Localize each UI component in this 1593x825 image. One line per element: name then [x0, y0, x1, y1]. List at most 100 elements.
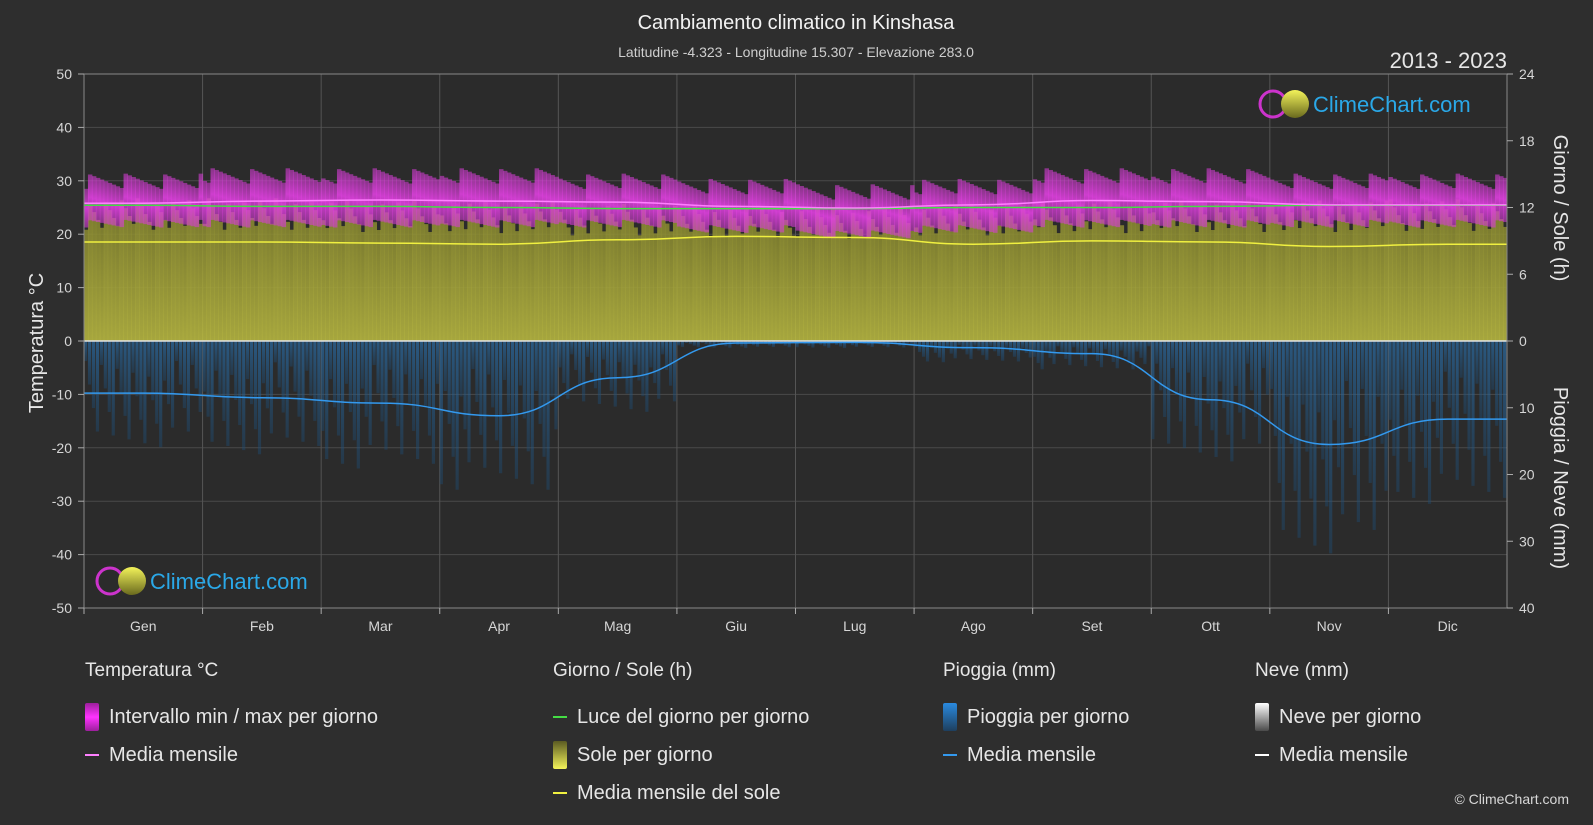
rain-day-bar: [416, 341, 420, 460]
rain-day-bar: [688, 341, 692, 345]
rain-day-bar: [728, 341, 732, 348]
temp-day-range: [194, 187, 200, 228]
sun-day-bar: [360, 231, 366, 341]
temp-day-range: [1238, 181, 1243, 227]
temp-day-range: [202, 180, 208, 227]
rain-day-bar: [676, 341, 681, 346]
rain-day-bar: [1285, 341, 1289, 397]
legend-label: Neve per giorno: [1279, 705, 1422, 728]
swatch-sun-mean: [553, 792, 567, 794]
sun-day-bar: [1297, 228, 1302, 341]
sun-day-bar: [222, 229, 227, 341]
temp-day-range: [384, 173, 389, 223]
sun-day-bar: [945, 223, 951, 341]
sun-day-bar: [459, 221, 464, 341]
rain-day-bar: [589, 341, 594, 373]
sun-day-bar: [712, 212, 717, 341]
temp-day-range: [471, 173, 476, 223]
legend-label: Pioggia per giorno: [967, 705, 1130, 728]
rain-day-bar: [1238, 341, 1242, 413]
sun-day-bar: [1159, 228, 1164, 341]
sun-day-bar: [1368, 202, 1374, 341]
temp-day-range: [925, 181, 931, 227]
rain-day-bar: [135, 341, 139, 397]
rain-day-bar: [356, 341, 360, 469]
temp-day-range: [850, 191, 856, 235]
sun-day-bar: [720, 227, 725, 341]
rain-day-bar: [159, 341, 163, 448]
sun-day-bar: [736, 225, 741, 341]
sun-day-bar: [653, 233, 658, 341]
sun-day-bar: [1261, 231, 1267, 341]
rain-day-bar: [1202, 341, 1206, 378]
sun-day-bar: [518, 205, 524, 341]
temp-day-range: [281, 182, 287, 228]
sun-day-bar: [1084, 221, 1089, 341]
rain-day-bar: [1064, 341, 1068, 359]
sun-day-bar: [546, 227, 551, 341]
rain-day-bar: [1103, 341, 1107, 350]
rain-day-bar: [918, 341, 922, 353]
sun-day-bar: [617, 229, 623, 341]
temp-day-range: [684, 184, 690, 229]
sun-day-bar: [495, 225, 500, 341]
rain-day-bar: [1427, 341, 1432, 504]
rain-day-bar: [392, 341, 396, 398]
sun-day-bar: [1238, 218, 1243, 341]
legend-label: Luce del giorno per giorno: [577, 705, 810, 728]
temp-day-range: [1182, 174, 1188, 223]
temp-day-range: [890, 192, 895, 235]
temp-day-range: [1455, 173, 1461, 220]
sun-day-bar: [84, 229, 89, 341]
sun-day-bar: [1269, 206, 1275, 341]
rain-day-bar: [246, 341, 250, 380]
rain-day-bar: [961, 341, 965, 350]
temp-day-range: [748, 179, 753, 226]
rain-day-bar: [1317, 341, 1321, 413]
rain-day-bar: [1198, 341, 1202, 453]
sun-day-bar: [471, 211, 476, 341]
sun-day-bar: [127, 216, 132, 341]
sun-day-bar: [752, 223, 757, 341]
temp-day-range: [1364, 187, 1370, 228]
sun-day-bar: [878, 234, 883, 341]
rain-bars-series: [84, 341, 1507, 554]
rain-day-bar: [1072, 341, 1076, 348]
legend-daylight: Giorno / Sole (h) Luce del giorno per gi…: [553, 660, 809, 812]
temp-day-range: [696, 189, 702, 231]
sun-day-bar: [416, 208, 421, 341]
sun-day-bar: [538, 211, 544, 341]
rain-day-bar: [570, 341, 574, 355]
rain-day-bar: [329, 341, 333, 380]
sun-day-bar: [281, 214, 287, 341]
sun-day-bar: [823, 224, 828, 341]
sun-day-bar: [1451, 224, 1457, 341]
swatch-temp-range: [85, 703, 99, 731]
temp-day-range: [586, 174, 591, 221]
sun-day-bar: [313, 210, 318, 341]
sun-day-bar: [190, 208, 196, 341]
sun-day-bar: [985, 235, 990, 341]
sun-day-bar: [997, 225, 1002, 341]
temp-day-range: [649, 185, 654, 226]
temp-day-range: [605, 182, 611, 225]
rain-day-bar: [163, 341, 167, 381]
temp-day-range: [285, 168, 291, 220]
legend-item-sun: Sole per giorno: [553, 736, 809, 774]
temp-day-range: [487, 180, 492, 226]
temp-day-range: [1467, 178, 1472, 223]
temp-day-range: [1495, 174, 1500, 221]
sun-day-bar: [977, 219, 982, 341]
sun-day-bar: [1123, 233, 1129, 341]
temp-day-range: [455, 182, 461, 228]
sun-day-bar: [755, 231, 761, 341]
rain-day-bar: [194, 341, 198, 389]
temp-day-range: [672, 179, 678, 223]
sun-day-bar: [870, 219, 876, 341]
temp-day-range: [1107, 179, 1113, 226]
sun-day-bar: [684, 223, 690, 341]
temp-day-range: [1016, 188, 1022, 230]
sun-day-bar: [368, 214, 374, 341]
x-tick-label: Nov: [1317, 618, 1342, 634]
rain-day-bar: [1261, 341, 1266, 369]
